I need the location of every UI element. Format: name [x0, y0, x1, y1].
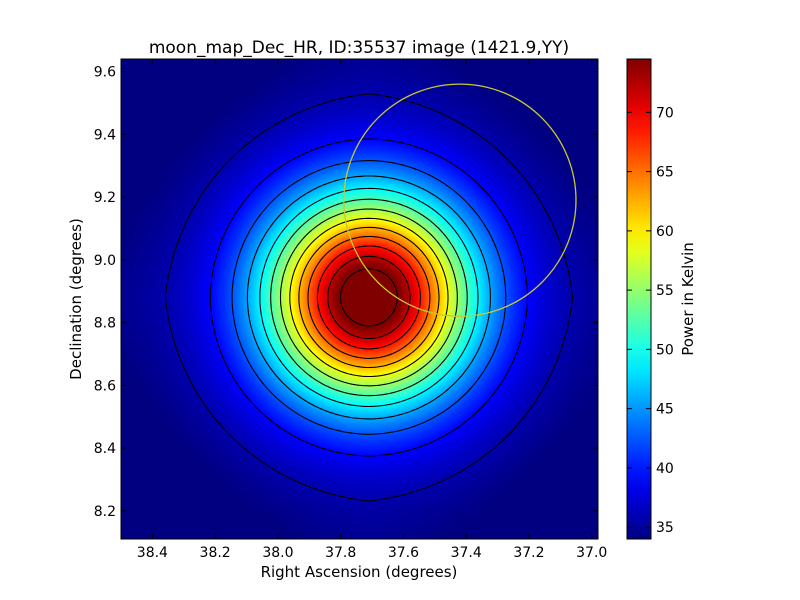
contour-line — [259, 187, 479, 408]
contour-line — [339, 268, 398, 327]
tick-label: 8.2 — [94, 504, 116, 520]
plot-frame — [120, 58, 599, 540]
contour-line — [316, 245, 421, 350]
tick-label: 9.6 — [94, 65, 116, 81]
contour-line — [231, 160, 507, 435]
tick-label: 60 — [656, 224, 674, 240]
tick-label: 38.2 — [200, 545, 231, 561]
colorbar-label: Power in Kelvin — [679, 242, 697, 356]
tick-label: 9.0 — [94, 253, 116, 269]
colorbar-ticks: 35 40 45 50 55 60 65 70 — [627, 105, 674, 536]
tick-label: 45 — [656, 402, 674, 418]
tick-label: 40 — [656, 461, 674, 477]
contour-line — [246, 175, 491, 420]
y-axis-label: Declination (degrees) — [67, 218, 85, 380]
chart-title: moon_map_Dec_HR, ID:35537 image (1421.9,… — [149, 38, 569, 58]
contour-line — [307, 235, 431, 359]
tick-label: 55 — [656, 283, 674, 299]
colorbar: 35 40 45 50 55 60 65 70 Power in Kelvin — [626, 58, 697, 540]
colorbar-frame — [626, 58, 652, 540]
tick-label: 35 — [656, 520, 674, 536]
tick-label: 37.6 — [388, 545, 419, 561]
tick-label: 50 — [656, 342, 674, 358]
tick-label: 37.0 — [576, 545, 607, 561]
tick-label: 65 — [656, 165, 674, 181]
plot-area: 38.4 38.2 38.0 37.8 37.6 37.4 37.2 37.0 8.28.48… — [94, 58, 607, 561]
contour-line — [289, 217, 449, 378]
tick-label: 37.2 — [513, 545, 544, 561]
tick-label: 8.8 — [94, 316, 116, 332]
tick-label: 70 — [656, 105, 674, 121]
contour-line — [209, 138, 529, 457]
contour-line — [164, 93, 573, 502]
tick-label: 37.8 — [325, 545, 356, 561]
tick-label: 9.2 — [94, 190, 116, 206]
tick-label: 8.4 — [94, 441, 116, 457]
beam-circle — [343, 83, 577, 317]
contour-lines — [164, 93, 573, 502]
heatmap-image — [121, 59, 598, 539]
colorbar-gradient — [627, 59, 651, 539]
x-axis-ticks: 38.4 38.2 38.0 37.8 37.6 37.4 37.2 37.0 — [137, 59, 607, 561]
tick-label: 38.0 — [262, 545, 293, 561]
contour-line — [279, 208, 458, 387]
x-axis-label: Right Ascension (degrees) — [261, 563, 458, 581]
contour-line — [327, 255, 411, 340]
y-axis-ticks: 8.2 8.4 8.6 8.8 9.0 9.2 9.4 9.6 — [94, 65, 598, 520]
tick-label: 9.4 — [94, 127, 116, 143]
tick-label: 38.4 — [137, 545, 168, 561]
contour-line — [298, 226, 440, 369]
tick-label: 8.6 — [94, 378, 116, 394]
tick-label: 37.4 — [451, 545, 482, 561]
contour-line — [270, 198, 468, 397]
